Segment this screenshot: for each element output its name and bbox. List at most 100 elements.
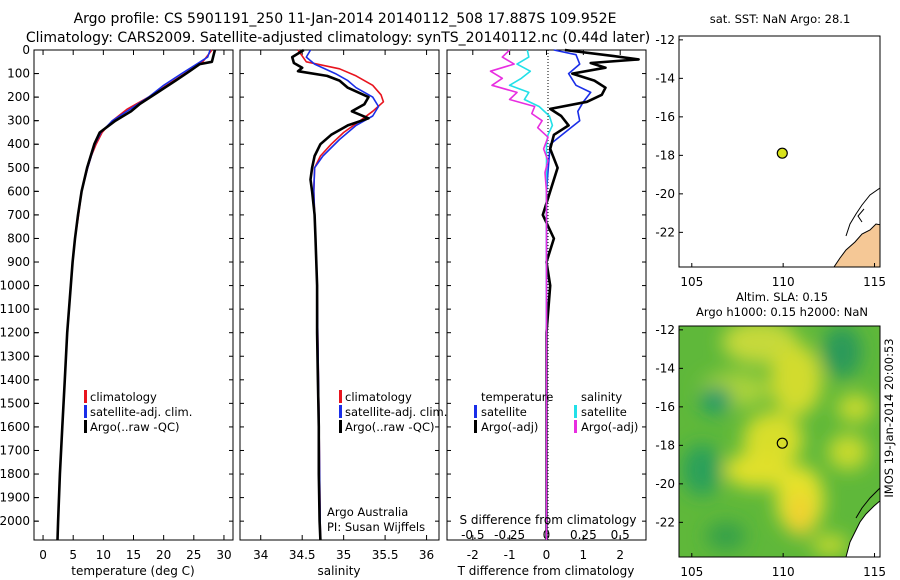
legend-satellite: satellite-adj. clim. (345, 405, 447, 419)
legend-swatch-argo (339, 420, 342, 433)
depth-tick-label: 1700 (0, 443, 30, 457)
depth-tick-label: 1000 (0, 279, 30, 293)
salinity-xlabel: salinity (317, 564, 360, 578)
depth-tick-label: 700 (7, 208, 30, 222)
depth-tick-label: 300 (7, 114, 30, 128)
depth-tick-label: 1900 (0, 491, 30, 505)
legend-swatch-t-argo (474, 420, 477, 433)
lon-tick-label: 115 (863, 275, 886, 289)
salinity-axes-frame (239, 49, 440, 541)
coastline-outline (845, 187, 880, 237)
depth-tick-label: 200 (7, 90, 30, 104)
sla-map-title-line1: Altim. SLA: 0.15 (736, 290, 828, 304)
sla-map-points (776, 437, 788, 449)
depth-tick-label: 2000 (0, 514, 30, 528)
legend-title-salinity: salinity (581, 390, 622, 404)
sla-map-axes: 105 110 115 -12 -14 -16 -18 -20 -22 (655, 323, 886, 579)
depth-tick-label: 600 (7, 184, 30, 198)
sst-coastline (833, 187, 880, 267)
sla-map-frame (678, 325, 881, 558)
legend-swatch-t-satellite (474, 405, 477, 418)
series-line-argo-adj- (541, 48, 640, 540)
lon-tick-label: 115 (863, 565, 886, 579)
s-tick-label: -0.25 (494, 528, 525, 542)
x-tick-label: 5 (69, 548, 77, 562)
depth-axis: 0 100 200 300 400 500 600 700 800 900 1000 1100 1200… (0, 43, 39, 528)
x-tick-label: 10 (96, 548, 111, 562)
s-difference-label: S difference from climatology (460, 513, 637, 527)
sla-coastline (855, 487, 880, 519)
x-tick-label: 25 (186, 548, 201, 562)
series-line-climatology (297, 49, 385, 541)
s-tick-label: 0.5 (611, 528, 630, 542)
lat-tick-label: -20 (655, 187, 675, 201)
island-outline (857, 208, 865, 223)
sla-field-blobs (682, 326, 873, 555)
argo-australia-label: Argo Australia (327, 505, 408, 519)
lat-tick-label: -20 (655, 477, 675, 491)
depth-tick-label: 1300 (0, 349, 30, 363)
x-tick-label: -1 (504, 548, 516, 562)
salinity-panel: 34 34.5 35 35.5 36 salinity climatology sate… (239, 48, 447, 578)
temperature-panel: 0100200300400500600700800900100011001200… (0, 43, 234, 578)
lat-tick-label: -12 (655, 33, 675, 47)
legend-swatch-satellite (339, 405, 342, 418)
depth-tick-label: 100 (7, 67, 30, 81)
difference-x-axis: -2 -1 0 1 2-0.5 -0.25 0 0.25 0.5 (447, 49, 646, 562)
legend-swatch-satellite (84, 405, 87, 418)
sla-map: Altim. SLA: 0.15 Argo h1000: 0.15 h2000:… (655, 290, 886, 579)
series-line-argo-raw-qc- (290, 48, 370, 541)
lat-tick-label: -22 (655, 225, 675, 239)
x-tick-label: 20 (156, 548, 171, 562)
lat-tick-label: -16 (655, 110, 675, 124)
legend-satellite: satellite-adj. clim. (90, 405, 192, 419)
difference-series (489, 48, 640, 540)
legend-climatology: climatology (90, 390, 157, 404)
lat-tick-label: -12 (655, 323, 675, 337)
x-tick-label: 35.5 (372, 548, 399, 562)
x-tick-label: 15 (126, 548, 141, 562)
series-line-satellite-adj-clim- (56, 49, 211, 541)
figure-title-line1: Argo profile: CS 5901191_250 11-Jan-2014… (74, 11, 617, 27)
legend-argo: Argo(..raw -QC) (345, 420, 435, 434)
s-tick-label: -0.5 (461, 528, 484, 542)
depth-tick-label: 1800 (0, 467, 30, 481)
depth-tick-label: 1600 (0, 420, 30, 434)
legend-swatch-climatology (339, 390, 342, 403)
x-tick-label: 2 (616, 548, 624, 562)
legend-s-argo: Argo(-adj) (581, 420, 638, 434)
lat-tick-label: -18 (655, 148, 675, 162)
land-mass (833, 223, 880, 267)
legend-title-temperature: temperature (481, 390, 553, 404)
lat-tick-label: -16 (655, 400, 675, 414)
x-tick-label: 36 (419, 548, 434, 562)
depth-tick-label: 1200 (0, 326, 30, 340)
lon-tick-label: 105 (680, 565, 703, 579)
lat-tick-label: -14 (655, 361, 675, 375)
legend-s-satellite: satellite (581, 405, 627, 419)
lon-tick-label: 110 (772, 275, 795, 289)
salinity-x-axis: 34 34.5 35 35.5 36 (240, 49, 439, 562)
x-tick-label: 34.5 (289, 548, 316, 562)
depth-tick-label: 400 (7, 137, 30, 151)
x-tick-label: 0 (543, 548, 551, 562)
temperature-legend: climatology satellite-adj. clim. Argo(..… (84, 390, 192, 434)
legend-swatch-climatology (84, 390, 87, 403)
sst-map-frame (678, 35, 881, 268)
temperature-x-axis: 0 5 10 15 20 25 30 (34, 49, 233, 562)
pi-label: PI: Susan Wijffels (327, 520, 425, 534)
sst-map-axes: 105 110 115 -12 -14 -16 -18 -20 -22 (655, 33, 886, 289)
legend-swatch-argo (84, 420, 87, 433)
depth-tick-label: 800 (7, 231, 30, 245)
temperature-series (56, 49, 217, 541)
lon-tick-label: 105 (680, 275, 703, 289)
sst-map-title: sat. SST: NaN Argo: 28.1 (710, 12, 851, 26)
x-tick-label: 34 (253, 548, 268, 562)
legend-swatch-s-satellite (574, 405, 577, 418)
x-tick-label: 30 (216, 548, 231, 562)
salinity-legend: climatology satellite-adj. clim. Argo(..… (339, 390, 447, 434)
lat-tick-label: -18 (655, 438, 675, 452)
legend-climatology: climatology (345, 390, 412, 404)
legend-t-argo: Argo(-adj) (481, 420, 538, 434)
